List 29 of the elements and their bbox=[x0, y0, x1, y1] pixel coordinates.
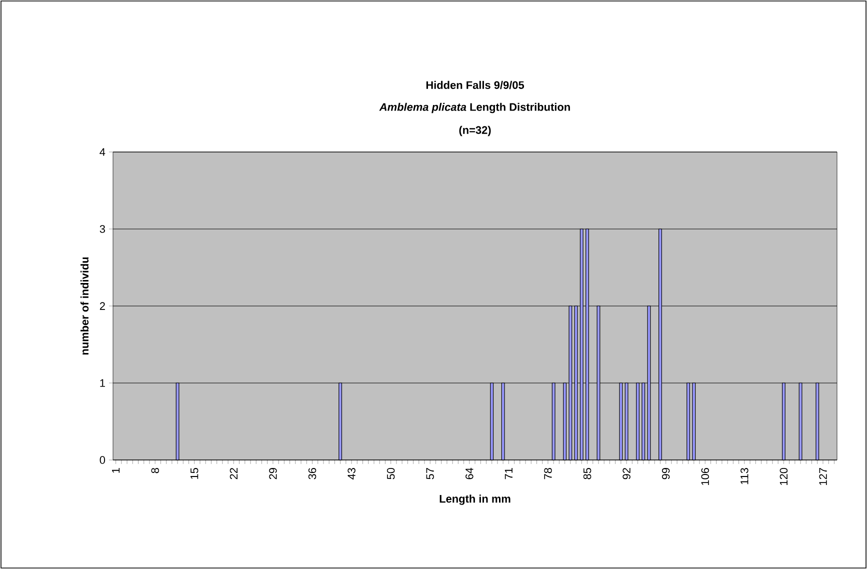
x-tick-label: 113 bbox=[740, 468, 748, 484]
y-tick-label: 0 bbox=[100, 456, 106, 464]
x-tick-label: 99 bbox=[662, 468, 670, 480]
x-tick-label: 8 bbox=[151, 468, 159, 474]
chart-subtitle: Amblema plicata Length Distribution bbox=[379, 102, 570, 114]
x-tick-label: 64 bbox=[466, 468, 474, 480]
x-tick-label: 43 bbox=[348, 468, 356, 480]
text: (n=32) bbox=[459, 126, 491, 136]
x-axis-title: Length in mm bbox=[440, 494, 510, 505]
x-tick-label: 50 bbox=[386, 468, 395, 480]
x-tick-label: 71 bbox=[504, 468, 512, 480]
y-tick-label: 3 bbox=[100, 225, 106, 233]
y-axis-title: number of individu bbox=[80, 257, 89, 355]
y-tick-label: 4 bbox=[100, 148, 106, 156]
x-tick-label: 22 bbox=[230, 468, 238, 480]
x-tick-label: 120 bbox=[780, 468, 788, 485]
x-tick-label: 36 bbox=[308, 468, 316, 480]
y-tick-label: 1 bbox=[100, 379, 105, 387]
x-tick-label: 85 bbox=[583, 468, 592, 480]
x-tick-label: 57 bbox=[426, 468, 434, 480]
x-tick-label: 92 bbox=[622, 468, 630, 480]
x-tick-label: 1 bbox=[112, 468, 120, 473]
chart-title: Hidden Falls 9/9/05 bbox=[426, 80, 524, 90]
x-tick-label: 29 bbox=[269, 468, 277, 480]
x-tick-label: 127 bbox=[819, 468, 827, 485]
x-tick-label: 78 bbox=[544, 468, 552, 480]
x-tick-label: 106 bbox=[701, 468, 709, 485]
x-tick-label: 15 bbox=[190, 468, 198, 479]
y-tick-label: 2 bbox=[100, 302, 105, 310]
